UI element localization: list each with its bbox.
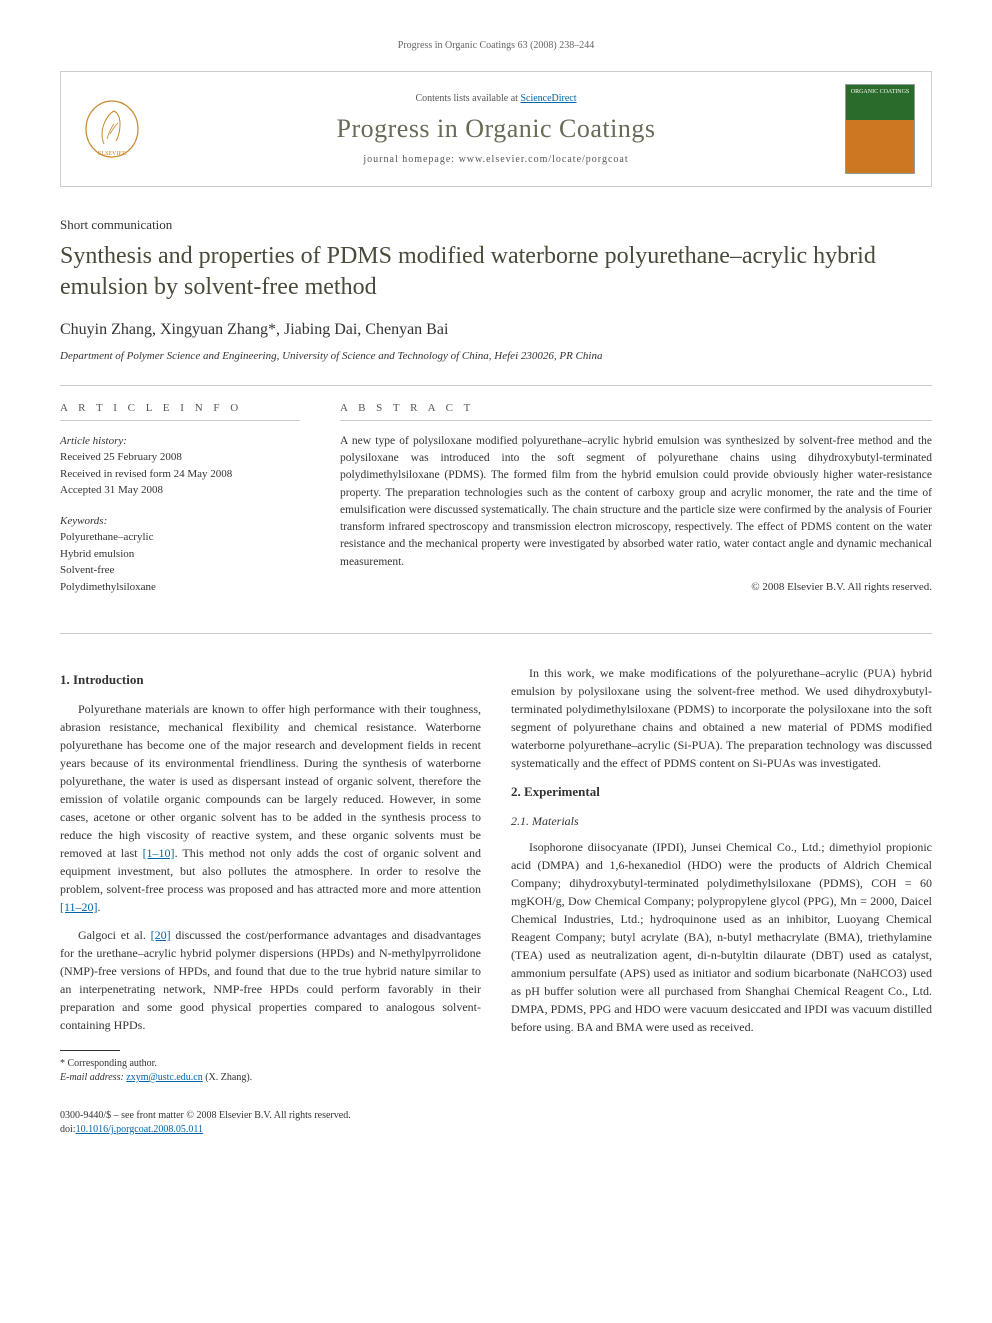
- email-line: E-mail address: zxym@ustc.edu.cn (X. Zha…: [60, 1071, 481, 1085]
- footnote-separator: [60, 1050, 120, 1051]
- email-link[interactable]: zxym@ustc.edu.cn: [126, 1072, 202, 1083]
- left-column: 1. Introduction Polyurethane materials a…: [60, 664, 481, 1085]
- svg-text:ELSEVIER: ELSEVIER: [98, 151, 126, 157]
- journal-title: Progress in Organic Coatings: [163, 114, 829, 144]
- received-date: Received 25 February 2008: [60, 449, 300, 466]
- keyword: Polyurethane–acrylic: [60, 529, 300, 546]
- keyword: Hybrid emulsion: [60, 546, 300, 563]
- journal-cover-thumbnail: ORGANIC COATINGS: [845, 84, 915, 174]
- article-history-block: Article history: Received 25 February 20…: [60, 433, 300, 499]
- journal-masthead: ELSEVIER Contents lists available at Sci…: [60, 71, 932, 187]
- front-matter-line: 0300-9440/$ – see front matter © 2008 El…: [60, 1109, 932, 1123]
- journal-center: Contents lists available at ScienceDirec…: [163, 93, 829, 165]
- journal-homepage: journal homepage: www.elsevier.com/locat…: [163, 154, 829, 165]
- cover-thumb-text: ORGANIC COATINGS: [851, 89, 910, 96]
- intro-p1-text-c: .: [98, 900, 101, 914]
- affiliation: Department of Polymer Science and Engine…: [60, 349, 932, 364]
- article-type: Short communication: [60, 217, 932, 233]
- right-column: In this work, we make modifications of t…: [511, 664, 932, 1085]
- reference-link[interactable]: [1–10]: [143, 846, 175, 860]
- sciencedirect-link[interactable]: ScienceDirect: [520, 93, 576, 104]
- article-info-panel: A R T I C L E I N F O Article history: R…: [60, 402, 300, 610]
- doi-label: doi:: [60, 1124, 76, 1135]
- materials-paragraph: Isophorone diisocyanate (IPDI), Junsei C…: [511, 838, 932, 1036]
- corresponding-author-footnote: * Corresponding author. E-mail address: …: [60, 1057, 481, 1085]
- introduction-heading: 1. Introduction: [60, 670, 481, 690]
- article-title: Synthesis and properties of PDMS modifie…: [60, 241, 932, 303]
- intro-paragraph-2: Galgoci et al. [20] discussed the cost/p…: [60, 926, 481, 1034]
- body-columns: 1. Introduction Polyurethane materials a…: [60, 664, 932, 1085]
- reference-link[interactable]: [11–20]: [60, 900, 98, 914]
- contents-available-line: Contents lists available at ScienceDirec…: [163, 93, 829, 104]
- intro-paragraph-3: In this work, we make modifications of t…: [511, 664, 932, 772]
- intro-p2-text-a: Galgoci et al.: [78, 928, 151, 942]
- page-footer: 0300-9440/$ – see front matter © 2008 El…: [60, 1109, 932, 1137]
- doi-line: doi:10.1016/j.porgcoat.2008.05.011: [60, 1123, 932, 1137]
- materials-heading: 2.1. Materials: [511, 812, 932, 830]
- email-suffix: (X. Zhang).: [203, 1072, 252, 1083]
- abstract-panel: A B S T R A C T A new type of polysiloxa…: [340, 402, 932, 610]
- info-abstract-container: A R T I C L E I N F O Article history: R…: [60, 385, 932, 635]
- doi-link[interactable]: 10.1016/j.porgcoat.2008.05.011: [76, 1124, 204, 1135]
- article-info-header: A R T I C L E I N F O: [60, 402, 300, 421]
- keyword: Polydimethylsiloxane: [60, 579, 300, 596]
- abstract-header: A B S T R A C T: [340, 402, 932, 421]
- authors-line: Chuyin Zhang, Xingyuan Zhang*, Jiabing D…: [60, 321, 932, 339]
- intro-p1-text-a: Polyurethane materials are known to offe…: [60, 702, 481, 860]
- keywords-block: Keywords: Polyurethane–acrylic Hybrid em…: [60, 513, 300, 596]
- elsevier-logo: ELSEVIER: [77, 94, 147, 164]
- abstract-copyright: © 2008 Elsevier B.V. All rights reserved…: [340, 581, 932, 593]
- contents-prefix: Contents lists available at: [415, 93, 520, 104]
- corr-author-label: * Corresponding author.: [60, 1057, 481, 1071]
- accepted-date: Accepted 31 May 2008: [60, 482, 300, 499]
- history-label: Article history:: [60, 433, 300, 450]
- email-label: E-mail address:: [60, 1072, 126, 1083]
- reference-link[interactable]: [20]: [151, 928, 171, 942]
- experimental-heading: 2. Experimental: [511, 782, 932, 802]
- running-header: Progress in Organic Coatings 63 (2008) 2…: [60, 40, 932, 51]
- intro-p2-text-b: discussed the cost/performance advantage…: [60, 928, 481, 1032]
- intro-paragraph-1: Polyurethane materials are known to offe…: [60, 700, 481, 916]
- revised-date: Received in revised form 24 May 2008: [60, 466, 300, 483]
- keywords-label: Keywords:: [60, 513, 300, 530]
- abstract-text: A new type of polysiloxane modified poly…: [340, 433, 932, 571]
- keyword: Solvent-free: [60, 562, 300, 579]
